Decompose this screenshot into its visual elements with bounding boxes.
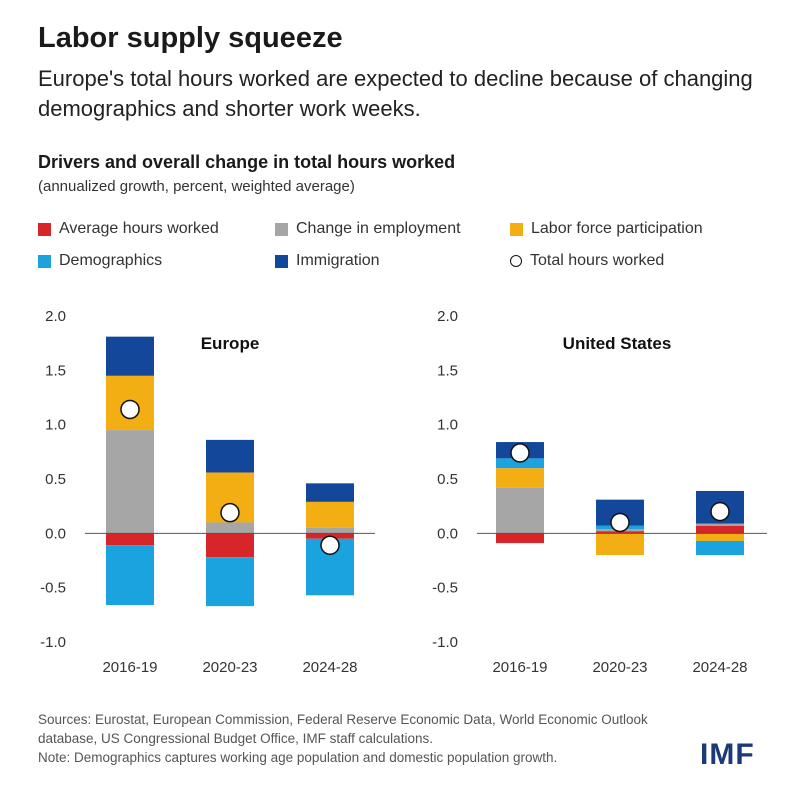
- bar-segment: [496, 458, 544, 469]
- bar-segment: [306, 483, 354, 502]
- bar-segment: [106, 533, 154, 546]
- panel-label: Europe: [201, 334, 260, 353]
- bar-segment: [496, 487, 544, 534]
- page-subtitle: Europe's total hours worked are expected…: [38, 66, 753, 121]
- y-tick-label: 0.5: [437, 471, 458, 488]
- chart-subtitle: (annualized growth, percent, weighted av…: [38, 178, 355, 195]
- legend-item-average-hours: Average hours worked: [38, 220, 219, 238]
- legend-swatch-participation: [510, 222, 523, 236]
- bar-segment: [306, 501, 354, 528]
- bar-segment: [596, 533, 644, 556]
- legend-label: Total hours worked: [530, 252, 665, 269]
- total-hours-point: [710, 501, 730, 522]
- y-tick-label: -0.5: [40, 580, 66, 597]
- legend-item-immigration: Immigration: [275, 252, 380, 270]
- bar-segment: [106, 430, 154, 534]
- footer-sources: Sources: Eurostat, European Commission, …: [38, 712, 648, 746]
- legend-item-participation: Labor force participation: [510, 220, 703, 238]
- legend-swatch-employment: [275, 222, 288, 236]
- y-tick-label: 1.0: [437, 417, 458, 434]
- bar-segment: [696, 540, 744, 556]
- bar-segment: [206, 439, 254, 473]
- y-tick-label: 0.5: [45, 471, 66, 488]
- y-tick-label: 1.5: [45, 362, 66, 379]
- legend-marker-total-circle: [510, 255, 522, 267]
- footer: Sources: Eurostat, European Commission, …: [38, 710, 678, 767]
- bar-segment: [496, 533, 544, 544]
- legend-label: Average hours worked: [59, 220, 219, 237]
- chart-title: Drivers and overall change in total hour…: [38, 152, 456, 172]
- x-tick-label: 2024-28: [302, 659, 357, 676]
- x-tick-label: 2020-23: [592, 659, 647, 676]
- total-hours-point: [120, 399, 140, 420]
- panel-label: United States: [563, 334, 672, 353]
- legend-swatch-demographics: [38, 254, 51, 268]
- legend-label: Immigration: [296, 252, 380, 269]
- bar-segment: [696, 523, 744, 526]
- y-tick-label: 0.0: [45, 525, 66, 542]
- total-hours-point: [510, 443, 530, 463]
- bar-segment: [696, 525, 744, 534]
- bar-segment: [206, 533, 254, 558]
- legend-item-total: Total hours worked: [510, 252, 664, 270]
- bar-segment: [106, 336, 154, 376]
- legend-item-demographics: Demographics: [38, 252, 162, 270]
- y-tick-label: 1.5: [437, 362, 458, 379]
- x-tick-label: 2024-28: [692, 659, 747, 676]
- x-tick-label: 2020-23: [202, 659, 257, 676]
- y-tick-label: -1.0: [40, 634, 66, 651]
- legend-label: Labor force participation: [531, 220, 703, 237]
- total-hours-point: [610, 512, 630, 533]
- legend-swatch-average-hours: [38, 222, 51, 236]
- y-tick-label: 2.0: [437, 308, 458, 325]
- y-tick-label: -0.5: [432, 580, 458, 597]
- bar-segment: [306, 527, 354, 534]
- footer-note: Note: Demographics captures working age …: [38, 750, 558, 765]
- y-tick-label: 1.0: [45, 417, 66, 434]
- total-hours-point: [220, 502, 240, 523]
- y-tick-label: 0.0: [437, 525, 458, 542]
- x-tick-label: 2016-19: [102, 659, 157, 676]
- legend-label: Change in employment: [296, 220, 461, 237]
- bar-segment: [206, 557, 254, 607]
- bar-segment: [696, 533, 744, 541]
- legend-swatch-immigration: [275, 254, 288, 268]
- bar-segment: [496, 468, 544, 488]
- page-title: Labor supply squeeze: [38, 22, 343, 54]
- bar-segment: [206, 522, 254, 534]
- bar-segment: [106, 545, 154, 606]
- legend-label: Demographics: [59, 252, 163, 269]
- y-tick-label: -1.0: [432, 634, 458, 651]
- legend-item-employment: Change in employment: [275, 220, 461, 238]
- y-tick-label: 2.0: [45, 308, 66, 325]
- imf-logo: IMF: [700, 738, 755, 771]
- bar-segment: [596, 531, 644, 534]
- x-tick-label: 2016-19: [492, 659, 547, 676]
- total-hours-point: [320, 535, 340, 556]
